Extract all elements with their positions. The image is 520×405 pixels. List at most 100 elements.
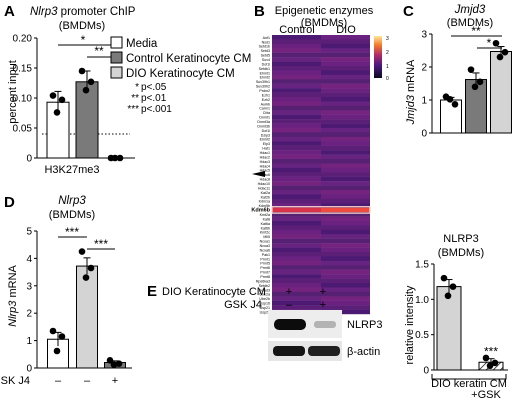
y-tick-label: 0.15 <box>13 64 33 75</box>
heatmap-row-label: Hdac5 <box>260 169 270 173</box>
heatmap-row-label: Suv39h2 <box>256 85 270 89</box>
panel-d-subtitle: (BMDMs) <box>49 209 95 221</box>
sig-legend-text-1: p<.05 <box>141 82 167 93</box>
panel-f-ylabel: relative intensity <box>404 285 416 364</box>
heatmap-cell-dio <box>321 136 370 142</box>
heatmap-cell-dio <box>321 154 370 160</box>
heatmap-row-label: Dnmt1 <box>259 116 270 120</box>
heatmap-cell-control <box>272 229 321 235</box>
sig-legend-stars-2: ** <box>131 93 139 104</box>
y-tick-label: 0.10 <box>13 94 33 105</box>
panel-b-letter: B <box>254 3 265 20</box>
heatmap-cell-control <box>272 194 321 200</box>
heatmap-cell-control <box>272 97 321 102</box>
heatmap-cell-control <box>272 190 321 195</box>
heatmap-cell-control <box>272 221 321 226</box>
data-point <box>58 333 66 340</box>
heatmap-cell-dio <box>321 212 370 217</box>
heatmap-cell-dio <box>321 283 370 288</box>
heatmap-row-label: Ube2a <box>259 293 270 297</box>
colorbar-tick-1: 1 <box>386 64 389 70</box>
panel-d-sign-3: + <box>112 375 118 387</box>
heatmap-row-label: Ehmt2 <box>260 138 270 142</box>
heatmap-row-label: Dzip3 <box>261 133 270 137</box>
panel-c-ylabel-gene: Jmjd3 <box>405 94 417 125</box>
panel-c-letter: C <box>403 3 414 20</box>
heatmap-cell-control <box>272 145 321 151</box>
heatmap-row-label: Hdac2 <box>260 155 270 159</box>
heatmap-cell-control <box>272 35 321 40</box>
panel-d-sign-1: – <box>55 375 62 387</box>
heatmap-cell-dio <box>321 291 370 297</box>
heatmap-cell-control <box>272 154 321 160</box>
panel-e-row2-sign-2: + <box>320 299 326 311</box>
heatmap-cell-control <box>272 70 321 76</box>
heatmap-cell-control <box>272 48 321 53</box>
sig-legend-stars-3: *** <box>127 104 139 115</box>
data-point <box>116 154 124 162</box>
heatmap-row-label: Ncoa6 <box>260 248 270 252</box>
data-point <box>446 96 454 103</box>
heatmap-cell-control <box>272 225 321 231</box>
heatmap-cell-dio <box>321 185 370 191</box>
colorbar-tick-3: 3 <box>386 36 389 42</box>
data-point <box>476 78 484 86</box>
heatmap-cell-dio <box>321 101 370 107</box>
panel-a-xlabel: H3K27me3 <box>44 164 99 176</box>
data-point <box>87 78 95 86</box>
heatmap-cell-control <box>272 287 321 293</box>
panel-a-marks <box>46 67 124 162</box>
data-point <box>78 248 86 255</box>
heatmap-cell-dio <box>321 198 370 204</box>
heatmap-cell-dio <box>321 252 370 257</box>
heatmap-cell-dio <box>321 194 370 200</box>
heatmap-cell-dio <box>321 159 370 164</box>
data-point <box>115 360 123 367</box>
heatmap-row-label: Smyd3 <box>259 288 270 292</box>
panel-d-treat-label: GSK J4 <box>0 375 30 387</box>
colorbar-tick-0: 0 <box>386 76 389 82</box>
heatmap-cell-dio <box>321 167 370 173</box>
panel-b-col-dio: DIO <box>336 24 356 36</box>
panel-a-sig-legend: * p<.05 ** p<.01 *** p<.001 <box>127 82 172 115</box>
heatmap-cell-control <box>272 119 321 124</box>
heatmap-row-label: Ehmt1 <box>260 71 270 75</box>
y-tick-label: 0 <box>421 129 427 140</box>
heatmap-cell-control <box>272 291 321 297</box>
panel-c-marks <box>440 39 512 134</box>
heatmap-cell-dio <box>321 225 370 231</box>
heatmap-cell-dio <box>321 43 370 49</box>
panel-a-title: Nlrp3 promoter ChIP <box>30 6 136 18</box>
data-point <box>110 361 118 369</box>
data-point <box>496 53 504 61</box>
heatmap-cell-control <box>272 150 321 155</box>
heatmap-cell-control <box>272 105 321 111</box>
heatmap-cell-dio <box>321 265 370 270</box>
heatmap-cell-dio <box>321 110 370 115</box>
heatmap-row-label: Hdac1 <box>260 151 270 155</box>
heatmap-cell-control <box>272 43 321 49</box>
y-tick-label: 3 <box>26 281 32 292</box>
panel-b-colorbar: 3 2 1 0 <box>374 36 389 82</box>
heatmap-cell-dio <box>321 216 370 222</box>
heatmap-cell-control <box>272 296 321 301</box>
heatmap-cell-control <box>272 256 321 262</box>
panel-c-title: Jmjd3 <box>454 4 486 16</box>
bar <box>490 50 512 134</box>
heatmap-cell-dio <box>321 52 370 58</box>
panel-c-subtitle: (BMDMs) <box>447 17 493 29</box>
heatmap-row-label: Kdm1a <box>259 200 270 204</box>
heatmap-row-label: Hdac11 <box>258 186 270 190</box>
heatmap-row-label: Prdm2 <box>259 89 270 93</box>
panel-f-subtitle: (BMDMs) <box>438 247 484 259</box>
blot-nlrp3-band-1 <box>274 319 306 330</box>
heatmap-row-label: Prmt8 <box>260 275 270 279</box>
heatmap-cell-dio <box>321 74 370 80</box>
heatmap-cell-control <box>272 216 321 222</box>
panel-f-title: NLRP3 <box>443 233 478 245</box>
heatmap-cell-control <box>272 247 321 253</box>
heatmap-cell-dio <box>321 88 370 93</box>
heatmap-row-label: Usp16 <box>260 302 270 306</box>
heatmap-row-label: Hat1 <box>262 147 270 151</box>
heatmap-cell-dio <box>321 221 370 226</box>
